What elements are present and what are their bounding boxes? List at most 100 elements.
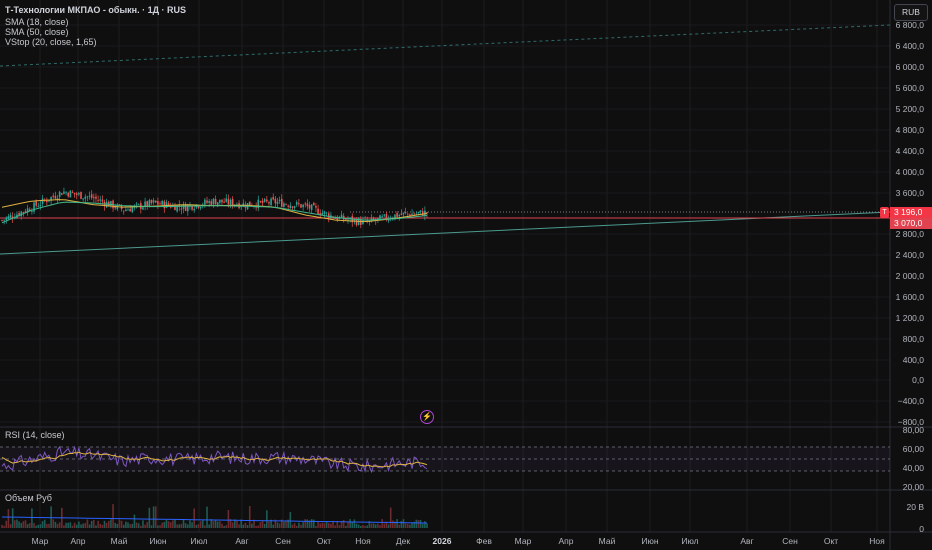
candle-body xyxy=(411,213,413,216)
candle-body xyxy=(199,207,202,209)
candle-body xyxy=(268,202,270,204)
candle-body xyxy=(325,212,328,214)
sma18-legend[interactable]: SMA (18, close) xyxy=(5,17,69,27)
candle-body xyxy=(118,204,121,206)
candle-body xyxy=(93,197,95,199)
candle-body xyxy=(298,203,300,205)
candle-body xyxy=(101,199,104,202)
volume-bar xyxy=(387,524,390,528)
volume-scale-20b: 20 B xyxy=(906,502,925,512)
volume-bar xyxy=(204,525,206,528)
symbol-title[interactable]: Т-Технологии МКПАО - обыкн. · 1Д · RUS xyxy=(5,5,186,15)
volume-bar xyxy=(58,522,61,528)
candle-body xyxy=(291,206,294,208)
candle-body xyxy=(270,198,272,206)
candle-body xyxy=(285,204,287,206)
volume-bar xyxy=(48,523,50,528)
volume-bar xyxy=(11,508,14,528)
candle-body xyxy=(161,200,163,205)
candle-body xyxy=(409,214,411,217)
volume-bar xyxy=(7,509,10,528)
candle-body xyxy=(349,217,351,220)
candle-body xyxy=(154,200,157,203)
volume-bar xyxy=(137,523,140,528)
volume-bar xyxy=(340,521,343,528)
candle-body xyxy=(379,215,381,219)
volume-bar xyxy=(325,522,328,528)
candle-body xyxy=(225,198,228,202)
candle-body xyxy=(129,208,131,212)
price-scale-label: −800,0 xyxy=(897,417,924,427)
volume-bar xyxy=(389,507,392,528)
candle-body xyxy=(54,195,57,199)
volume-bar xyxy=(16,519,18,528)
volume-bar xyxy=(46,523,48,528)
candle-body xyxy=(71,192,74,193)
candle-body xyxy=(278,199,281,202)
price-scale-label: 6 400,0 xyxy=(895,41,924,51)
volume-bar xyxy=(99,523,102,528)
candle-body xyxy=(22,212,25,213)
candle-body xyxy=(274,198,277,204)
lightning-icon[interactable]: ⚡ xyxy=(420,410,434,424)
volume-bar xyxy=(93,519,95,528)
candle-body xyxy=(340,214,343,219)
volume-bar xyxy=(129,524,131,528)
rsi-scale-60: 60,00 xyxy=(902,444,924,454)
candle-body xyxy=(131,207,134,213)
volume-bar xyxy=(20,522,23,528)
volume-bar xyxy=(14,520,16,528)
volume-bar xyxy=(103,520,106,528)
volume-bar xyxy=(221,523,223,528)
volume-bar xyxy=(402,519,405,528)
time-axis-label: Июл xyxy=(190,536,208,546)
volume-bar xyxy=(35,525,37,528)
time-axis-label: Фев xyxy=(476,536,492,546)
candle-body xyxy=(7,216,10,219)
volume-bar xyxy=(413,521,415,528)
time-axis-label: Ноя xyxy=(869,536,885,546)
volume-bar xyxy=(33,522,35,528)
volume-bar xyxy=(52,519,55,528)
volume-bar xyxy=(41,521,44,528)
volume-bar xyxy=(56,523,59,528)
volume-bar xyxy=(355,523,358,528)
volume-bar xyxy=(302,522,304,528)
volume-bar xyxy=(84,522,87,528)
volume-bar xyxy=(86,519,89,528)
candle-body xyxy=(223,201,225,203)
rsi-legend[interactable]: RSI (14, close) xyxy=(5,430,65,440)
candle-body xyxy=(86,196,89,198)
candle-body xyxy=(310,204,313,211)
sma50-legend[interactable]: SMA (50, close) xyxy=(5,27,69,37)
volume-bar xyxy=(404,523,407,528)
volume-bar xyxy=(392,520,394,528)
candle-body xyxy=(26,208,29,213)
volume-bar xyxy=(63,525,65,528)
volume-bar xyxy=(359,525,362,528)
candle-body xyxy=(287,205,289,207)
volume-bar xyxy=(321,522,324,528)
candle-body xyxy=(122,210,125,212)
volume-bar xyxy=(426,523,428,528)
volume-legend[interactable]: Объем Руб xyxy=(5,493,52,503)
volume-bar xyxy=(417,520,420,528)
volume-bar xyxy=(212,521,215,528)
currency-button[interactable]: RUB xyxy=(894,4,928,21)
candle-body xyxy=(402,212,405,215)
candle-body xyxy=(240,206,242,208)
volume-bar xyxy=(368,521,371,528)
candle-body xyxy=(127,209,129,211)
candle-body xyxy=(18,212,20,216)
candle-body xyxy=(35,201,37,206)
candle-body xyxy=(78,193,80,195)
volume-bar xyxy=(110,519,112,528)
candle-body xyxy=(342,215,345,220)
vstop-legend[interactable]: VStop (20, close, 1,65) xyxy=(5,37,97,47)
candle-body xyxy=(398,215,401,217)
candle-body xyxy=(180,208,183,210)
price-scale-label: 4 800,0 xyxy=(895,125,924,135)
candle-body xyxy=(370,217,373,221)
candle-body xyxy=(159,203,161,205)
